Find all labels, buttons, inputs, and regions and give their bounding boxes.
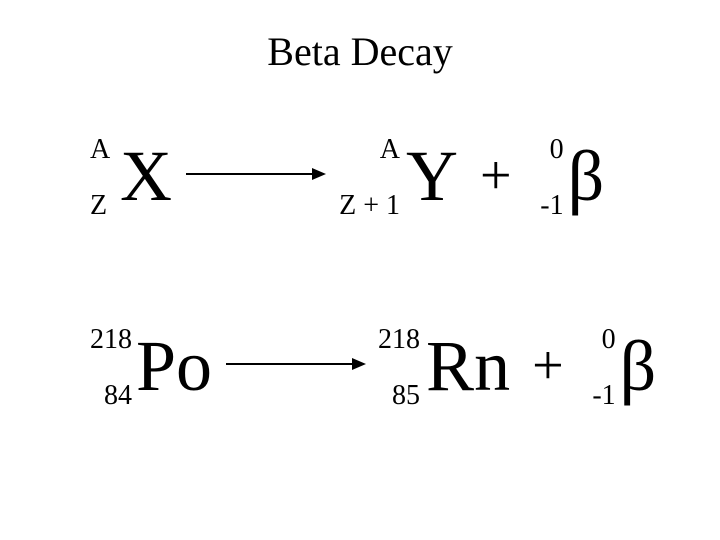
nuclide-daughter: A Z + 1 Y [406,140,458,212]
mass-number: 218 [86,324,132,356]
nuclide-beta: 0 -1 β [620,330,657,402]
atomic-number: Z [90,190,107,222]
atomic-number: 84 [86,380,132,412]
nuclide-beta: 0 -1 β [568,140,605,212]
nuclide-parent: A Z X [120,140,172,212]
nuclide-parent: 218 84 Po [136,330,212,402]
atomic-number: -1 [534,190,564,222]
mass-number: A [90,134,110,166]
beta-symbol: β [620,330,657,402]
element-symbol: X [120,140,172,212]
atomic-number: 85 [372,380,420,412]
nuclide-daughter: 218 85 Rn [426,330,510,402]
mass-number: A [334,134,400,166]
element-symbol: Y [406,140,458,212]
element-symbol: Rn [426,330,510,402]
atomic-number: -1 [586,380,616,412]
equation-example: 218 84 Po 218 85 Rn + 0 -1 β [90,330,656,402]
mass-number: 0 [586,324,616,356]
mass-number: 0 [534,134,564,166]
plus-sign: + [532,334,564,398]
page-title: Beta Decay [0,28,720,75]
reaction-arrow-icon [186,164,326,189]
equation-generic: A Z X A Z + 1 Y + 0 -1 β [90,140,604,212]
element-symbol: Po [136,330,212,402]
mass-number: 218 [372,324,420,356]
atomic-number: Z + 1 [334,190,400,222]
reaction-arrow-icon [226,354,366,379]
plus-sign: + [480,144,512,208]
beta-symbol: β [568,140,605,212]
